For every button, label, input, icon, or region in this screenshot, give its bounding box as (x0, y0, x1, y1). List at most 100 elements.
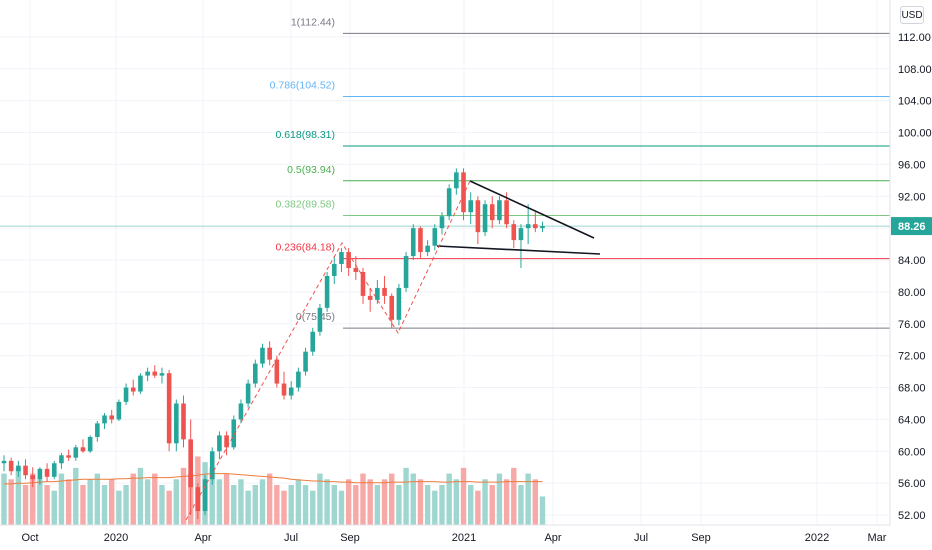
candlestick (30, 467, 36, 488)
volume-bar (403, 467, 409, 525)
volume-bar (496, 473, 503, 525)
candlestick (138, 373, 143, 394)
volume-bar (109, 479, 115, 525)
volume-bar (295, 479, 302, 525)
candle-body (87, 436, 93, 452)
volume-bar (489, 485, 495, 525)
candlestick (123, 383, 129, 406)
candle-body (181, 403, 186, 440)
volume-bar (252, 485, 258, 525)
volume-bar (216, 479, 223, 525)
volume-bar (417, 479, 424, 525)
volume-bar (259, 479, 266, 525)
candle-body (525, 224, 531, 229)
volume-ma-line (4, 473, 543, 485)
volume-bar (288, 485, 294, 525)
volume-bar (446, 473, 452, 525)
candlestick (51, 460, 57, 480)
volume-bar (245, 490, 251, 525)
candlestick (540, 221, 545, 233)
candle-body (511, 224, 517, 241)
volume-bar (396, 485, 402, 525)
candle-body (403, 256, 409, 288)
candle-body (540, 226, 545, 229)
candle-body (324, 275, 330, 308)
candlestick (217, 431, 222, 460)
candle-body (109, 415, 114, 420)
candle-body (432, 228, 438, 246)
triangle-upper-trendline[interactable] (469, 180, 595, 239)
volume-bar (374, 485, 381, 525)
currency-button[interactable]: USD (900, 6, 924, 24)
price-tick-label: 96.00 (898, 159, 926, 171)
volume-bar (302, 485, 309, 525)
candle-body (238, 403, 244, 420)
candle-body (360, 271, 366, 296)
candle-body (367, 295, 373, 300)
price-axis[interactable]: 52.00 56.00 60.00 64.00 68.00 72.00 76.00 80.00… (889, 0, 932, 525)
volume-bar (381, 479, 388, 525)
volume-bar (432, 490, 438, 525)
triangle-lower-trendline[interactable] (436, 245, 601, 255)
candle-body (66, 455, 71, 458)
last-price-value: 88.26 (898, 221, 926, 233)
candlestick (525, 204, 531, 245)
volume-bar (410, 473, 416, 525)
candlestick (346, 248, 351, 276)
volume-bar (94, 473, 101, 525)
candlestick (145, 367, 150, 382)
volume-bar (503, 479, 510, 525)
candlestick (116, 399, 122, 422)
volume-bar (281, 490, 287, 525)
volume-bar (231, 485, 237, 525)
volume-bar (30, 473, 36, 525)
candlestick (130, 379, 136, 396)
candlestick (317, 303, 323, 336)
volume-bar (367, 479, 373, 525)
candle-body (145, 371, 150, 376)
time-tick-label: Sep (691, 532, 711, 544)
candlestick (396, 283, 402, 326)
volume-bar (8, 479, 14, 525)
price-tick-label: 84.00 (898, 255, 926, 267)
candle-body (533, 224, 538, 229)
candlestick (23, 459, 28, 480)
candle-body (489, 204, 495, 221)
candlestick (16, 460, 21, 477)
candle-body (461, 172, 466, 213)
candle-body (296, 371, 301, 388)
candle-body (245, 383, 251, 404)
volume-bar (51, 490, 57, 525)
candle-body (331, 264, 337, 276)
candlestick (324, 271, 330, 312)
volume-bar (209, 467, 215, 525)
volume-bar (345, 479, 352, 525)
volume-bar (238, 479, 244, 525)
volume-bar (101, 485, 108, 525)
candlestick (454, 168, 459, 195)
candlestick (353, 256, 359, 280)
candlestick (188, 419, 193, 516)
price-tick-label: 68.00 (898, 383, 926, 395)
fib-level-label: 1(112.44) (291, 16, 335, 28)
candle-body (382, 287, 387, 296)
trendline-drawings[interactable] (185, 180, 601, 521)
fib-level-label: 0.618(98.31) (275, 129, 335, 141)
volume-bar (37, 479, 43, 525)
fibonacci-retracement[interactable]: 1(112.44) 0.786(104.52) 0.618(98.31) 0.5(93… (0, 16, 890, 329)
fib-dashed-path[interactable] (185, 180, 471, 521)
price-tick-label: 52.00 (898, 510, 926, 522)
volume-bar (1, 473, 7, 525)
volume-bar (266, 473, 273, 525)
candle-body (116, 401, 122, 420)
candle-body (475, 200, 481, 233)
candle-body (504, 200, 509, 225)
volume-bar (389, 473, 395, 525)
candle-body (518, 228, 524, 241)
candlestick (231, 415, 237, 450)
volume-bar (274, 485, 280, 525)
candlestick (209, 447, 215, 485)
time-axis[interactable]: Oct 2020 Apr Jul Sep 2021 Apr Jul Sep 2022 Mar (0, 524, 890, 544)
price-tick-label: 112.00 (898, 32, 931, 44)
